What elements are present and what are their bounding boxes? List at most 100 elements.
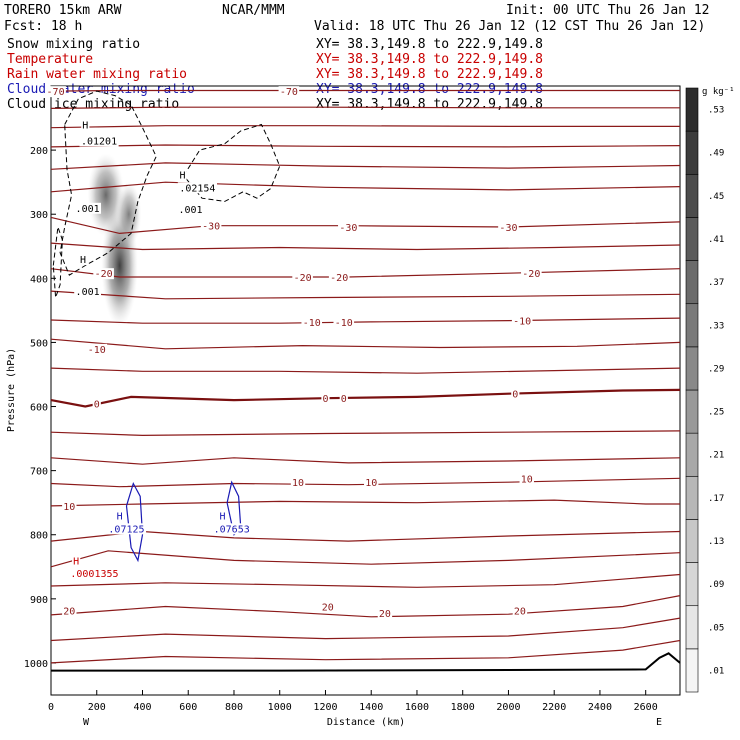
label-bg — [78, 254, 88, 266]
x-axis-label: Distance (km) — [327, 717, 405, 728]
temperature-contour — [50, 317, 681, 324]
temperature-contour — [50, 457, 681, 465]
legend-label: Snow mixing ratio — [7, 37, 140, 52]
axes: 0 200 400 600 800 1000 1200 1400 1600 1800 2000 220… — [24, 146, 658, 713]
y-tick-label: 900 — [30, 595, 48, 606]
forecast-hour: Fcst: 18 h — [4, 19, 82, 34]
colorbar-label: .13 — [708, 537, 724, 547]
temperature-contour — [50, 367, 681, 374]
legend-label: Temperature — [7, 52, 93, 67]
temperature-contour — [50, 181, 681, 193]
colorbar-label: .45 — [708, 192, 724, 202]
colorbar-cell — [685, 519, 699, 563]
colorbar: .01 .05 .09 .13 .17 .21 .25 .29 .33 .37 .41 .45 .49.… — [685, 87, 735, 693]
east-label: E — [656, 717, 662, 728]
label-bg — [321, 393, 330, 405]
x-tick-label: 0 — [48, 702, 54, 713]
cloud-water-label: .07125 — [108, 524, 144, 535]
colorbar-cell — [685, 260, 699, 305]
terrain-line — [51, 652, 681, 672]
temperature-label: 10 — [63, 502, 75, 513]
legend-xy: XY= 38.3,149.8 to 222.9,149.8 — [316, 52, 543, 67]
label-bg — [339, 393, 348, 405]
x-tick-label: 1200 — [313, 702, 337, 713]
colorbar-label: .37 — [708, 278, 724, 288]
model-title: TORERO 15km ARW — [4, 3, 122, 18]
west-label: W — [83, 717, 90, 728]
label-bg — [301, 316, 323, 328]
ice-label: .001 — [178, 205, 202, 216]
temperature-contour — [50, 595, 681, 618]
temperature-label: 0 — [94, 399, 100, 410]
temperature-label: 0 — [322, 394, 328, 405]
temperature-label: -30 — [202, 222, 220, 233]
label-bg — [68, 568, 121, 580]
temperature-contour — [50, 290, 681, 300]
valid-time: Valid: 18 UTC Thu 26 Jan 12 (12 CST Thu … — [314, 19, 705, 34]
y-tick-label: 1000 — [24, 659, 48, 670]
legend-xy: XY= 38.3,149.8 to 222.9,149.8 — [316, 67, 543, 82]
temperature-label: -20 — [330, 273, 348, 284]
x-tick-label: 800 — [225, 702, 243, 713]
y-tick-label: 300 — [30, 210, 48, 221]
colorbar-label: .25 — [708, 408, 724, 418]
label-bg — [115, 510, 124, 522]
x-tick-label: 600 — [179, 702, 197, 713]
label-bg — [511, 315, 533, 327]
x-tick-label: 2400 — [588, 702, 612, 713]
colorbar-label: .49 — [708, 149, 724, 159]
colorbar-cell — [685, 562, 699, 607]
colorbar-cell — [685, 432, 699, 477]
label-bg — [74, 286, 101, 298]
temperature-contour — [50, 639, 681, 664]
temperature-label: -20 — [95, 269, 113, 280]
temperature-contour — [50, 550, 681, 568]
center-title: NCAR/MMM — [222, 3, 285, 18]
x-tick-label: 1400 — [359, 702, 383, 713]
label-bg — [200, 220, 222, 232]
label-bg — [93, 268, 114, 280]
legend-xy: XY= 38.3,149.8 to 222.9,149.8 — [316, 97, 543, 112]
temperature-contour — [50, 242, 681, 251]
colorbar-cell — [685, 475, 699, 520]
colorbar-label: .41 — [708, 235, 724, 245]
temperature-contour — [50, 499, 680, 507]
label-bg — [45, 86, 66, 98]
x-tick-label: 1000 — [268, 702, 292, 713]
contour-labels: -70 -70 -30 -30 -30 -20 -20 -20 -20 -10 -10 -10 -10 0… — [45, 86, 542, 620]
ice-contour — [59, 90, 157, 276]
temperature-label: 10 — [292, 478, 304, 489]
label-bg — [92, 398, 101, 410]
colorbar-label: .33 — [708, 321, 724, 331]
label-bg — [81, 119, 90, 131]
label-bg — [106, 523, 147, 535]
label-bg — [79, 135, 119, 147]
label-bg — [62, 605, 77, 617]
label-bg — [364, 477, 379, 489]
label-bg — [290, 477, 306, 489]
colorbar-cell — [685, 217, 699, 261]
label-bg — [218, 510, 227, 522]
colorbar-cell — [685, 605, 699, 650]
temperature-label: -20 — [522, 269, 540, 280]
label-bg — [72, 555, 81, 567]
colorbar-label: .29 — [708, 364, 724, 374]
x-tick-label: 200 — [88, 702, 106, 713]
y-tick-label: 600 — [30, 403, 48, 414]
label-bg — [328, 272, 350, 284]
temperature-contour — [50, 216, 681, 235]
temperature-contour — [50, 338, 681, 350]
label-bg — [212, 523, 252, 535]
label-bg — [512, 605, 528, 617]
temperature-contour — [50, 144, 681, 148]
label-bg — [74, 202, 101, 214]
colorbar-label: .01 — [708, 666, 724, 676]
field-legend: Snow mixing ratio XY= 38.3,149.8 to 222.9… — [7, 37, 543, 112]
temperature-label: 10 — [365, 478, 377, 489]
colorbar-cell — [685, 87, 699, 132]
label-bg — [521, 268, 542, 280]
colorbar-label: .53 — [708, 106, 724, 116]
init-time: Init: 00 UTC Thu 26 Jan 12 — [506, 3, 710, 18]
label-bg — [177, 182, 217, 194]
